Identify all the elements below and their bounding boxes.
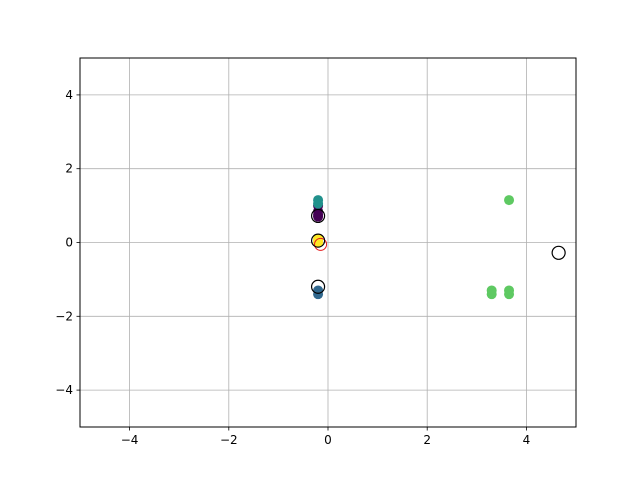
centroid-marker <box>551 245 566 260</box>
y-tick-label: −2 <box>55 309 73 323</box>
data-point <box>504 289 515 300</box>
y-tick-label: −4 <box>55 383 73 397</box>
data-point <box>313 198 324 209</box>
data-point <box>504 195 515 206</box>
data-marks <box>310 195 566 300</box>
centroid-marker <box>310 208 326 224</box>
data-point <box>313 289 324 300</box>
x-tick-label: −2 <box>220 433 238 447</box>
x-tick-label: 4 <box>523 433 531 447</box>
data-point <box>486 289 497 300</box>
x-tick-label: 2 <box>423 433 431 447</box>
centroid-marker <box>310 279 326 294</box>
x-tick-label: −4 <box>121 433 139 447</box>
grid-lines <box>80 58 576 427</box>
y-tick-label: 2 <box>65 162 73 176</box>
centroid-marker <box>310 233 326 248</box>
data-point <box>313 237 324 248</box>
axis-ticks: −4 −2 0 2 4 −4 −2 0 2 4 <box>55 88 530 447</box>
y-tick-label: 0 <box>65 236 73 250</box>
x-tick-label: 0 <box>324 433 332 447</box>
data-point <box>313 211 324 222</box>
y-tick-label: 4 <box>65 88 73 102</box>
highlight-marker <box>314 237 328 251</box>
